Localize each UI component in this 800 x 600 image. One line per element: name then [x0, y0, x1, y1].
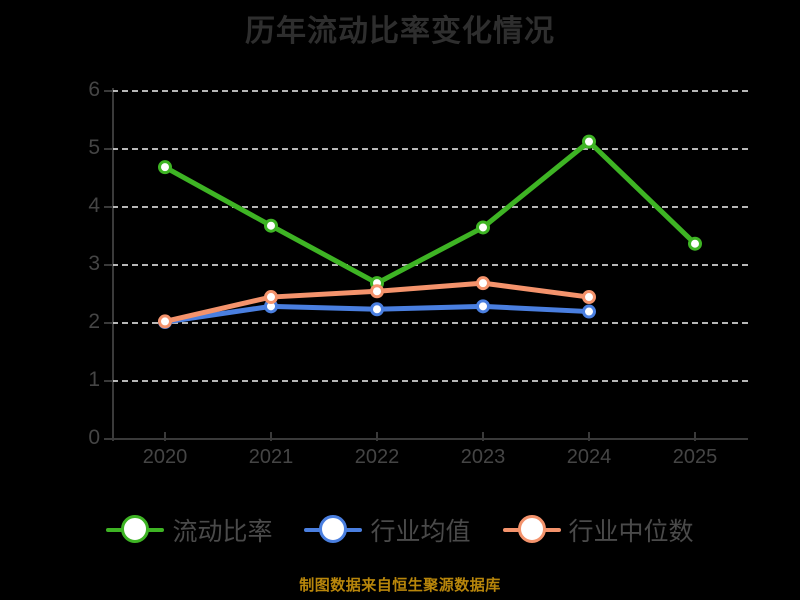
x-tick-mark: [588, 432, 590, 441]
plot-area: [112, 90, 748, 438]
gridline: [112, 380, 748, 382]
line-marker-icon: [304, 515, 363, 545]
x-tick-label: 2020: [142, 446, 188, 468]
line-marker-icon: [106, 515, 165, 545]
x-tick-label: 2021: [248, 446, 294, 468]
y-tick-label: 4: [88, 194, 100, 217]
x-tick-mark: [270, 432, 272, 441]
footer-note: 制图数据来自恒生聚源数据库: [299, 577, 501, 594]
y-tick-mark: [104, 380, 113, 382]
gridline: [112, 148, 748, 150]
legend-label: 流动比率: [172, 518, 273, 546]
chart-legend: 流动比率 行业均值 行业中位数: [0, 512, 800, 548]
legend-label: 行业中位数: [568, 518, 694, 546]
y-tick-label: 3: [88, 252, 100, 275]
y-tick-mark: [104, 148, 113, 150]
gridline: [112, 206, 748, 208]
y-tick-label: 6: [88, 78, 100, 101]
legend-item[interactable]: 流动比率: [106, 512, 272, 548]
legend-marker-dot: [517, 515, 546, 543]
line-marker-icon: [502, 515, 561, 545]
x-tick-label: 2023: [460, 446, 506, 468]
y-tick-mark: [104, 206, 113, 208]
x-tick-label: 2025: [672, 446, 718, 468]
x-tick-mark: [376, 432, 378, 441]
y-tick-mark: [104, 90, 113, 92]
y-axis-labels: 0 1 2 3 4 5 6: [50, 0, 100, 600]
y-tick-label: 0: [88, 426, 100, 449]
y-tick-mark: [104, 264, 113, 266]
gridline: [112, 90, 748, 92]
x-tick-mark: [164, 432, 166, 441]
y-tick-mark: [104, 322, 113, 324]
legend-item[interactable]: 行业均值: [304, 512, 471, 548]
x-tick-label: 2022: [354, 446, 400, 468]
legend-marker-dot: [121, 515, 150, 543]
legend-label: 行业均值: [370, 518, 471, 546]
legend-item[interactable]: 行业中位数: [502, 512, 694, 548]
legend-marker-dot: [319, 515, 348, 543]
y-tick-label: 1: [88, 368, 100, 391]
x-axis-origin-tick: [112, 432, 114, 441]
gridline: [112, 264, 748, 266]
x-tick-mark: [694, 432, 696, 441]
x-tick-label: 2024: [566, 446, 612, 468]
x-axis-line: [112, 438, 748, 440]
gridline: [112, 322, 748, 324]
y-tick-label: 2: [88, 310, 100, 333]
y-tick-label: 5: [88, 136, 100, 159]
x-tick-mark: [482, 432, 484, 441]
chart-title: 历年流动比率变化情况: [245, 15, 555, 48]
y-tick-mark: [104, 438, 113, 440]
